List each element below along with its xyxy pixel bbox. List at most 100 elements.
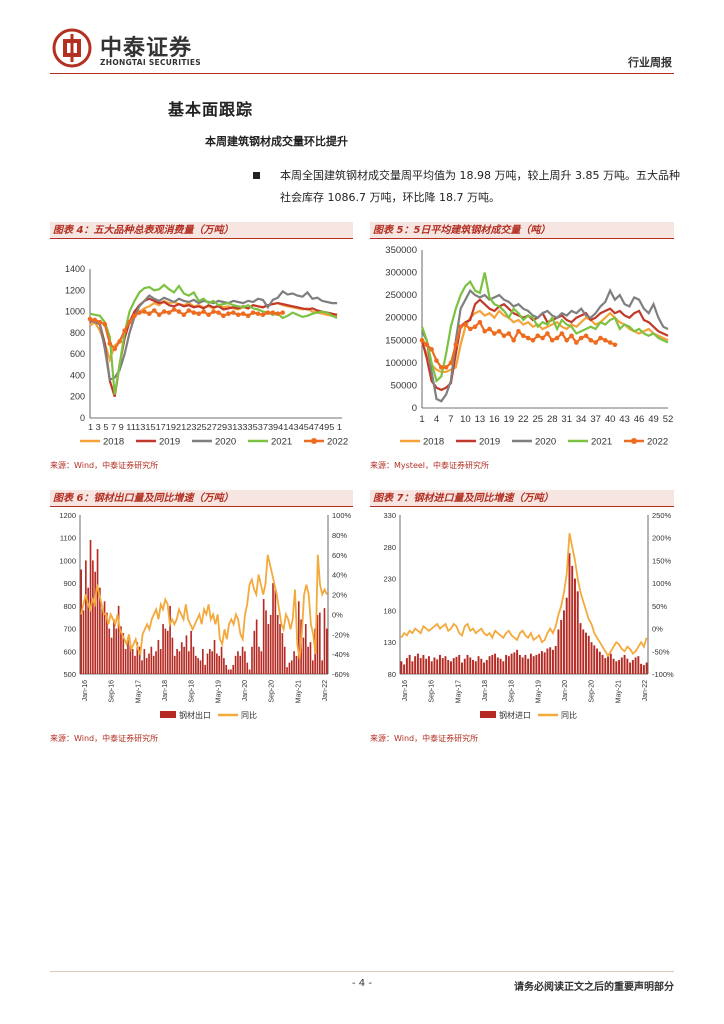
fig5-ytick: 150000 [385, 335, 417, 346]
fig5-point-2022 [419, 337, 425, 343]
fig6-ytick: 1200 [59, 511, 76, 520]
fig7-bar [535, 654, 538, 674]
fig6-bar [190, 630, 192, 674]
fig7-bar [474, 661, 477, 674]
fig7-bar [507, 656, 510, 674]
fig6-bar [115, 628, 118, 674]
fig7-bar [516, 649, 519, 674]
fig6-bar [169, 605, 171, 674]
fig6-legend-bar-swatch [160, 711, 176, 718]
fig7-bar [513, 652, 516, 674]
fig7-bar [576, 591, 579, 674]
fig5-title: 图表 5：5日平均建筑钢材成交量（吨） [370, 222, 674, 239]
fig7-bar [427, 656, 430, 674]
fig5-ytick: 250000 [385, 290, 417, 301]
fig6-y2tick: 20% [332, 591, 347, 600]
fig5-point-2022 [559, 331, 565, 336]
fig7-bar [585, 632, 587, 674]
fig7-y2tick: 100% [652, 579, 672, 588]
fig5-ytick: 50000 [391, 380, 417, 391]
fig7-source: 来源：Wind，中泰证券研究所 [370, 734, 479, 743]
fig4-ytick: 600 [70, 349, 85, 359]
fig6-bar [120, 626, 122, 674]
fig6-bar [122, 633, 125, 674]
fig6-bar [304, 624, 307, 674]
fig6-bar [227, 669, 230, 674]
fig4-point-2022 [87, 316, 93, 322]
fig4-point-2022 [181, 312, 187, 318]
fig5-xtick: 40 [605, 414, 616, 425]
fig6-bar [258, 646, 260, 674]
page-number: - 4 - [352, 978, 372, 989]
fig6-title: 图表 6：钢材出口量及同比增速（万吨） [50, 490, 353, 507]
fig5-point-2022 [612, 342, 618, 348]
fig7-bar [416, 653, 419, 674]
fig7-ytick: 180 [383, 606, 396, 615]
fig6-bar [136, 642, 139, 674]
fig5-legend-label: 2018 [423, 437, 444, 448]
fig6-chart: 500 600 700 800 900 1000 1100 1200 -60% -40% -20% 0… [59, 511, 351, 720]
fig6-bar [145, 658, 148, 674]
fig5-xtick: 31 [561, 414, 572, 425]
fig6-bar [218, 655, 221, 674]
fig5-point-2022 [530, 337, 536, 343]
fig4-point-2022 [245, 313, 251, 319]
fig5-point-2022 [516, 328, 521, 334]
fig5-point-2022 [453, 342, 459, 348]
fig5-xtick: 52 [663, 414, 674, 425]
fig7-bar [496, 657, 499, 674]
fig6-bar [162, 624, 164, 674]
fig4-point-2022 [92, 317, 98, 323]
fig7-bar [480, 658, 483, 674]
fig5-point-2022 [602, 337, 608, 343]
fig5-xtick: 43 [619, 414, 630, 425]
fig4-point-2022 [132, 313, 137, 319]
fig5-point-2022 [424, 342, 430, 348]
fig7-bar [477, 656, 480, 674]
fig5-point-2022 [554, 335, 560, 341]
fig7-bar [579, 623, 582, 674]
fig5-chart: 0 50000 100000 150000 200000 250000 300000 3500… [385, 245, 674, 448]
fig6-y2tick: 80% [332, 531, 347, 540]
fig7-bar [590, 642, 593, 674]
fig6-bar [183, 646, 185, 674]
fig5-series-2021 [420, 272, 669, 383]
fig5-point-2022 [525, 335, 531, 341]
fig5-point-2022 [434, 358, 439, 363]
fig6-ytick: 700 [63, 625, 76, 634]
fig6-bar [239, 655, 242, 674]
fig6-bar [131, 649, 134, 674]
fig7-bar [568, 553, 571, 674]
fig6-source: 来源：Wind，中泰证券研究所 [50, 734, 159, 743]
fig7-bar [430, 661, 433, 674]
fig7-bar [438, 654, 441, 674]
fig6-bar [237, 651, 239, 674]
fig6-xtick: May-17 [135, 680, 142, 703]
fig6-bar [187, 651, 190, 674]
fig7-bar [444, 656, 447, 674]
fig5-point-2022 [448, 360, 454, 366]
fig5-point-2022 [487, 326, 492, 332]
fig5-xtick: 4 [434, 414, 439, 425]
fig7-bar [419, 658, 422, 674]
fig4-series-2020 [89, 289, 338, 382]
fig5-xtick: 37 [590, 414, 601, 425]
fig7-xtick: Jan-18 [482, 680, 489, 702]
fig6-bar [316, 614, 319, 674]
fig6-bar [267, 624, 270, 674]
fig4-point-2022 [102, 322, 108, 327]
fig7-bar [582, 629, 585, 674]
fig6-bar [194, 655, 197, 674]
fig7-bar [414, 656, 417, 674]
fig4-ytick: 200 [70, 392, 85, 402]
fig6-bar [326, 628, 328, 674]
fig5-ytick: 0 [412, 403, 417, 414]
fig5-point-2022 [467, 326, 473, 332]
fig7-y2tick: 200% [652, 534, 672, 543]
fig7-ytick: 330 [383, 511, 396, 520]
fig4-point-2022 [107, 341, 113, 346]
fig6-y2tick: 40% [332, 571, 347, 580]
fig7-bar [450, 661, 452, 674]
fig6-bar [155, 651, 157, 674]
zhongtai-logo-icon [52, 28, 92, 68]
